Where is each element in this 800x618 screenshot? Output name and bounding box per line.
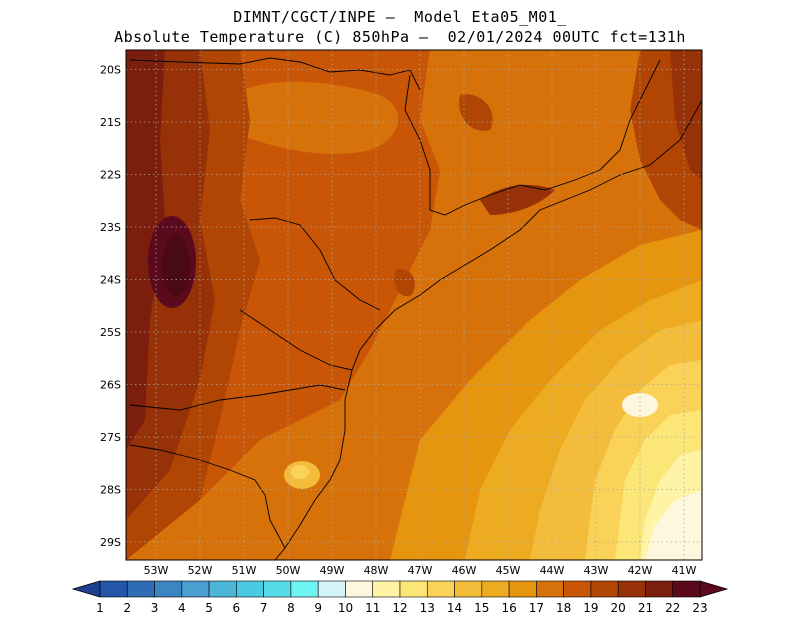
lat-label: 24S [100, 274, 121, 287]
lon-label: 49W [320, 564, 345, 577]
colorbar-swatch [208, 580, 237, 598]
lon-label: 52W [188, 564, 213, 577]
colorbar: 1 2 3 4 5 6 7 8 9 10 11 12 13 14 15 16 17 18 19 20 21 22 23 [71, 580, 729, 615]
lon-label: 51W [232, 564, 257, 577]
colorbar-swatch [399, 580, 428, 598]
lon-label: 48W [364, 564, 389, 577]
lon-label: 53W [144, 564, 169, 577]
lon-label: 46W [452, 564, 477, 577]
map-title-line2: Absolute Temperature (C) 850hPa – 02/01/… [114, 28, 686, 46]
colorbar-label: 2 [123, 601, 131, 615]
colorbar-swatch [508, 580, 537, 598]
colorbar-label: 11 [365, 601, 380, 615]
colorbar-label: 16 [501, 601, 516, 615]
colorbar-swatch [154, 580, 183, 598]
lat-label: 21S [100, 116, 121, 129]
colorbar-swatch [454, 580, 483, 598]
colorbar-swatch [645, 580, 674, 598]
colorbar-swatch [236, 580, 264, 598]
colorbar-label: 5 [205, 601, 213, 615]
colorbar-swatch [345, 580, 374, 598]
colorbar-swatch [290, 580, 319, 598]
longitude-labels: 53W 52W 51W 50W 49W 48W 47W 46W 45W 44W … [144, 564, 697, 577]
colorbar-swatch [263, 580, 292, 598]
colorbar-label: 7 [260, 601, 268, 615]
lat-label: 29S [100, 536, 121, 549]
lon-label: 41W [672, 564, 697, 577]
lat-label: 20S [100, 64, 121, 77]
lat-label: 25S [100, 326, 121, 339]
lon-label: 47W [408, 564, 433, 577]
colorbar-swatch [99, 580, 128, 598]
colorbar-label: 12 [392, 601, 407, 615]
colorbar-swatch [372, 580, 401, 598]
lon-label: 42W [628, 564, 653, 577]
colorbar-swatch [672, 580, 701, 598]
colorbar-swatch [126, 580, 155, 598]
lon-label: 45W [496, 564, 521, 577]
lon-label: 50W [276, 564, 301, 577]
colorbar-swatch [617, 580, 646, 598]
coastline-borders [129, 57, 702, 560]
colorbar-swatch [181, 580, 210, 598]
colorbar-swatch [481, 580, 510, 598]
colorbar-swatch [426, 580, 455, 598]
colorbar-label: 21 [638, 601, 653, 615]
map-title-line1: DIMNT/CGCT/INPE – Model Eta05_M01_ [233, 8, 567, 26]
colorbar-label: 20 [611, 601, 626, 615]
graticule [126, 50, 702, 560]
lat-label: 22S [100, 169, 121, 182]
colorbar-arrow-left [71, 580, 101, 598]
colorbar-label: 18 [556, 601, 571, 615]
colorbar-arrow-right [699, 580, 729, 598]
colorbar-swatch [590, 580, 619, 598]
lon-label: 44W [540, 564, 565, 577]
colorbar-label: 23 [692, 601, 707, 615]
colorbar-label: 22 [665, 601, 680, 615]
colorbar-swatch [536, 580, 564, 598]
colorbar-label: 8 [287, 601, 295, 615]
colorbar-label: 4 [178, 601, 186, 615]
colorbar-label: 10 [338, 601, 353, 615]
lat-label: 27S [100, 431, 121, 444]
colorbar-label: 3 [151, 601, 159, 615]
colorbar-label: 13 [420, 601, 435, 615]
temperature-field [126, 50, 702, 560]
colorbar-label: 6 [233, 601, 241, 615]
lon-label: 43W [584, 564, 609, 577]
lat-label: 26S [100, 379, 121, 392]
colorbar-label: 14 [447, 601, 462, 615]
colorbar-label: 1 [96, 601, 104, 615]
lat-label: 23S [100, 221, 121, 234]
plot-frame [125, 49, 703, 561]
colorbar-swatch [563, 580, 592, 598]
colorbar-label: 9 [314, 601, 322, 615]
colorbar-label: 15 [474, 601, 489, 615]
lat-label: 28S [100, 484, 121, 497]
colorbar-swatch [317, 580, 346, 598]
colorbar-label: 19 [583, 601, 598, 615]
colorbar-label: 17 [529, 601, 544, 615]
latitude-labels: 20S 21S 22S 23S 24S 25S 26S 27S 28S 29S [100, 64, 121, 550]
